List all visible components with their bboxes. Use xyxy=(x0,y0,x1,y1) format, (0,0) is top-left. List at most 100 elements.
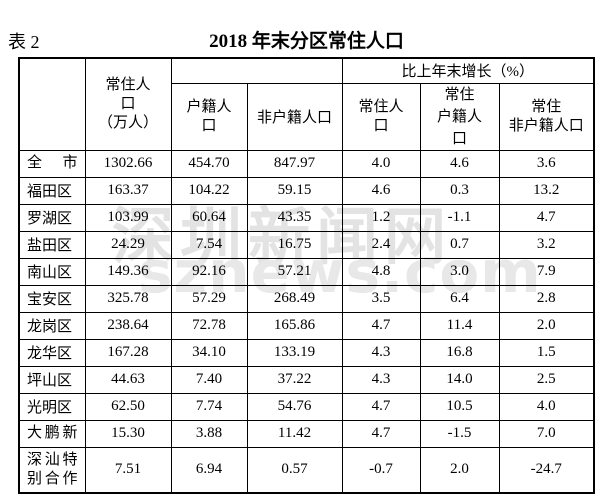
value-cell: 3.5 xyxy=(341,284,421,313)
value-cell: 4.0 xyxy=(341,149,421,178)
value-cell: 847.97 xyxy=(246,149,343,178)
value-cell: 57.21 xyxy=(246,257,343,286)
value-cell: 2.5 xyxy=(498,365,595,394)
value-cell: 2.4 xyxy=(341,230,421,259)
value-cell: 57.29 xyxy=(170,284,248,313)
header-growth-resident: 常住人 口 xyxy=(341,82,421,151)
value-cell: 149.36 xyxy=(84,257,172,286)
district-name-cell: 盐田区 xyxy=(18,230,86,259)
table-body: 全市 1302.66 454.70 847.97 4.0 4.6 3.6 福田区 163.37 1… xyxy=(18,149,595,494)
value-cell: 4.7 xyxy=(341,419,421,448)
value-cell: 11.42 xyxy=(246,419,343,448)
value-cell: 7.74 xyxy=(170,392,248,421)
value-cell: 62.50 xyxy=(84,392,172,421)
district-name-cell: 大鹏新 xyxy=(18,419,86,448)
value-cell: 2.0 xyxy=(419,446,500,494)
value-cell: 37.22 xyxy=(246,365,343,394)
table-row: 全市 1302.66 454.70 847.97 4.0 4.6 3.6 xyxy=(18,149,595,178)
value-cell: 165.86 xyxy=(246,311,343,340)
value-cell: 2.8 xyxy=(498,284,595,313)
value-cell: 92.16 xyxy=(170,257,248,286)
table-row: 福田区 163.37 104.22 59.15 4.6 0.3 13.2 xyxy=(18,176,595,205)
page-title: 2018 年末分区常住人口 xyxy=(209,31,404,52)
value-cell: 3.2 xyxy=(498,230,595,259)
value-cell: 4.0 xyxy=(498,392,595,421)
table-row: 龙华区 167.28 34.10 133.19 4.3 16.8 1.5 xyxy=(18,338,595,367)
population-table: 常住人 口 （万人） 比上年末增长（%） 户籍人 口 非户籍人口 常住人 口 常… xyxy=(18,57,596,494)
value-cell: 167.28 xyxy=(84,338,172,367)
header-hukou-population: 户籍人 口 xyxy=(170,82,248,151)
value-cell: 15.30 xyxy=(84,419,172,448)
value-cell: 4.6 xyxy=(419,149,500,178)
value-cell: -1.5 xyxy=(419,419,500,448)
district-name-cell: 罗湖区 xyxy=(18,203,86,232)
value-cell: -0.7 xyxy=(341,446,421,494)
value-cell: 6.4 xyxy=(419,284,500,313)
district-name-cell: 全市 xyxy=(18,149,86,178)
value-cell: 54.76 xyxy=(246,392,343,421)
value-cell: 11.4 xyxy=(419,311,500,340)
value-cell: 3.0 xyxy=(419,257,500,286)
table-row: 宝安区 325.78 57.29 268.49 3.5 6.4 2.8 xyxy=(18,284,595,313)
value-cell: 7.40 xyxy=(170,365,248,394)
header-resident-population: 常住人 口 （万人） xyxy=(84,57,172,151)
district-name-cell: 深汕特 别合作 xyxy=(18,446,86,494)
value-cell: 43.35 xyxy=(246,203,343,232)
value-cell: 454.70 xyxy=(170,149,248,178)
value-cell: 14.0 xyxy=(419,365,500,394)
value-cell: 4.7 xyxy=(498,203,595,232)
header-growth-non-hukou: 常住 非户籍人口 xyxy=(498,82,595,151)
table-row: 罗湖区 103.99 60.64 43.35 1.2 -1.1 4.7 xyxy=(18,203,595,232)
value-cell: 7.0 xyxy=(498,419,595,448)
value-cell: 34.10 xyxy=(170,338,248,367)
district-name-cell: 光明区 xyxy=(18,392,86,421)
value-cell: 4.3 xyxy=(341,338,421,367)
value-cell: 4.8 xyxy=(341,257,421,286)
value-cell: 7.51 xyxy=(84,446,172,494)
value-cell: 4.7 xyxy=(341,392,421,421)
value-cell: 10.5 xyxy=(419,392,500,421)
value-cell: 3.88 xyxy=(170,419,248,448)
value-cell: 7.54 xyxy=(170,230,248,259)
value-cell: 0.57 xyxy=(246,446,343,494)
value-cell: 1.2 xyxy=(341,203,421,232)
header-empty-spacer xyxy=(170,57,343,84)
table-row: 坪山区 44.63 7.40 37.22 4.3 14.0 2.5 xyxy=(18,365,595,394)
value-cell: 4.7 xyxy=(341,311,421,340)
value-cell: 163.37 xyxy=(84,176,172,205)
value-cell: 1302.66 xyxy=(84,149,172,178)
value-cell: 238.64 xyxy=(84,311,172,340)
value-cell: 72.78 xyxy=(170,311,248,340)
value-cell: 44.63 xyxy=(84,365,172,394)
header-non-hukou-population: 非户籍人口 xyxy=(246,82,343,151)
value-cell: 0.3 xyxy=(419,176,500,205)
value-cell: 103.99 xyxy=(84,203,172,232)
value-cell: 104.22 xyxy=(170,176,248,205)
value-cell: 24.29 xyxy=(84,230,172,259)
header-growth-hukou: 常住 户籍人 口 xyxy=(419,82,500,151)
district-column-header xyxy=(18,57,86,151)
table-row: 盐田区 24.29 7.54 16.75 2.4 0.7 3.2 xyxy=(18,230,595,259)
value-cell: 4.3 xyxy=(341,365,421,394)
value-cell: 268.49 xyxy=(246,284,343,313)
value-cell: 325.78 xyxy=(84,284,172,313)
value-cell: 6.94 xyxy=(170,446,248,494)
district-name-cell: 坪山区 xyxy=(18,365,86,394)
district-name-cell: 龙岗区 xyxy=(18,311,86,340)
value-cell: 3.6 xyxy=(498,149,595,178)
value-cell: 59.15 xyxy=(246,176,343,205)
value-cell: 2.0 xyxy=(498,311,595,340)
value-cell: 13.2 xyxy=(498,176,595,205)
value-cell: 7.9 xyxy=(498,257,595,286)
district-name-cell: 宝安区 xyxy=(18,284,86,313)
table-row: 大鹏新 15.30 3.88 11.42 4.7 -1.5 7.0 xyxy=(18,419,595,448)
value-cell: 4.6 xyxy=(341,176,421,205)
table-row: 南山区 149.36 92.16 57.21 4.8 3.0 7.9 xyxy=(18,257,595,286)
table-row: 龙岗区 238.64 72.78 165.86 4.7 11.4 2.0 xyxy=(18,311,595,340)
value-cell: 133.19 xyxy=(246,338,343,367)
district-name-cell: 龙华区 xyxy=(18,338,86,367)
district-name-cell: 南山区 xyxy=(18,257,86,286)
value-cell: 16.8 xyxy=(419,338,500,367)
value-cell: -1.1 xyxy=(419,203,500,232)
